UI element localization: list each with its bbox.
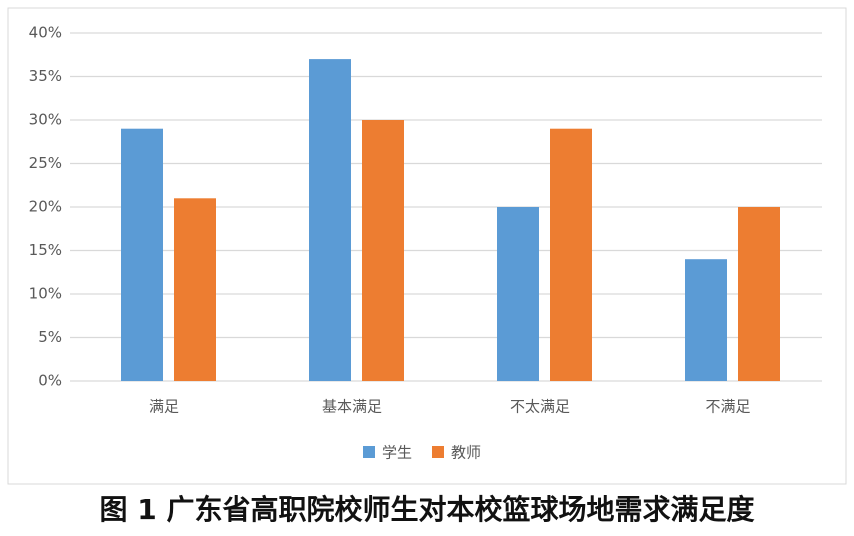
legend-swatch (363, 446, 375, 458)
y-tick-label: 10% (29, 285, 62, 303)
y-tick-label: 20% (29, 198, 62, 216)
y-tick-label: 15% (29, 241, 62, 259)
bar (550, 128, 592, 381)
legend-label: 学生 (382, 444, 412, 462)
bar (121, 128, 163, 381)
y-tick-label: 40% (29, 24, 62, 42)
y-tick-label: 25% (29, 154, 62, 172)
y-tick-label: 35% (29, 67, 62, 85)
x-tick-label: 基本满足 (322, 398, 382, 416)
bar (497, 207, 539, 381)
legend-label: 教师 (451, 444, 481, 462)
x-tick-label: 满足 (149, 398, 179, 416)
legend-swatch (432, 446, 444, 458)
x-tick-label: 不太满足 (510, 398, 570, 416)
caption: 图 1 广东省高职院校师生对本校篮球场地需求满足度 (100, 493, 755, 526)
bar (309, 59, 351, 381)
bar (362, 120, 404, 381)
bar (738, 207, 780, 381)
bar (685, 259, 727, 381)
y-tick-label: 0% (38, 372, 62, 390)
y-tick-label: 5% (38, 328, 62, 346)
y-tick-label: 30% (29, 111, 62, 129)
bar (174, 198, 216, 381)
x-tick-label: 不满足 (705, 398, 750, 416)
